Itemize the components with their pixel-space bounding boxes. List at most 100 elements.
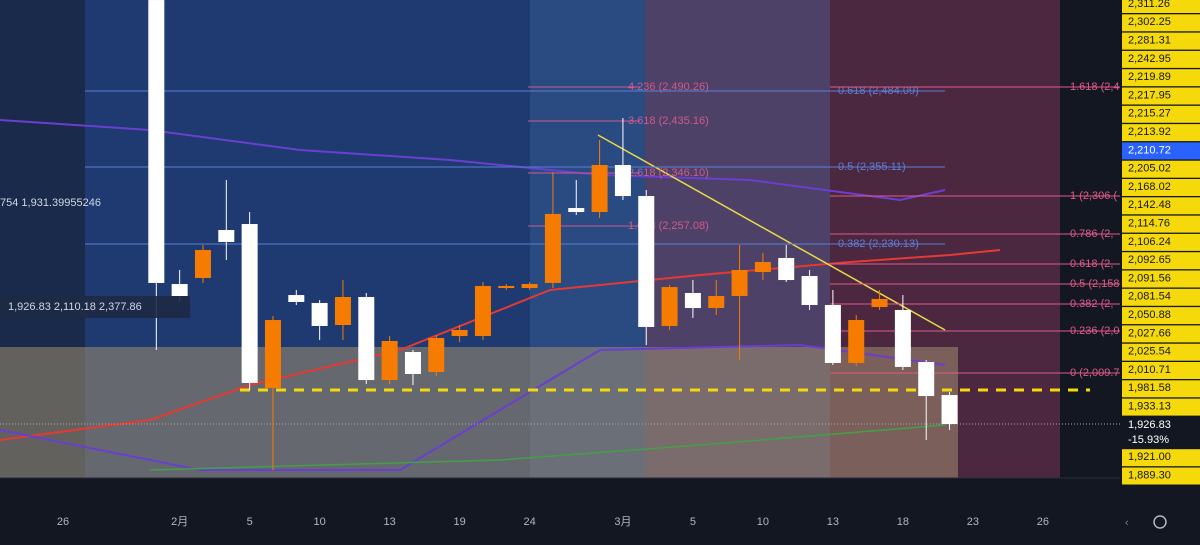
fib-label: 0.5 (2,158 <box>1070 278 1120 290</box>
settings-icon[interactable] <box>1153 515 1167 529</box>
x-tick-label: 23 <box>967 516 979 528</box>
scroll-icon[interactable]: ‹ <box>1125 517 1129 529</box>
candle-body <box>778 257 795 281</box>
price-label: 2,219.89 <box>1128 71 1171 83</box>
fib-label: 1.618 (2,4 <box>1070 81 1120 93</box>
candle-body <box>661 287 678 326</box>
price-label-box <box>1122 233 1200 251</box>
price-label: 2,213.92 <box>1128 126 1171 138</box>
price-label: 2,114.76 <box>1128 218 1170 230</box>
candle-body <box>404 352 421 374</box>
price-label-box <box>1122 343 1200 361</box>
fib-label: 0 (2,009.7 <box>1070 367 1120 379</box>
x-tick-label: 13 <box>827 516 839 528</box>
x-tick-label: 24 <box>523 516 535 528</box>
price-label-box <box>1122 50 1200 68</box>
price-label-box <box>1122 252 1200 270</box>
fib-label: 0.382 (2, <box>1070 298 1113 310</box>
candle-body <box>241 224 258 383</box>
overlay-text: 754 1,931.39955246 <box>0 197 101 209</box>
candle-body <box>288 295 305 302</box>
price-label: 2,142.48 <box>1128 199 1171 211</box>
candle-body <box>871 298 888 308</box>
price-label-box <box>1122 215 1200 233</box>
candle-body <box>498 285 515 289</box>
price-label-box <box>1122 197 1200 215</box>
candle-body <box>591 165 608 213</box>
candle-body <box>474 285 491 337</box>
candle-body <box>218 229 235 242</box>
x-tick-label: 3月 <box>614 516 631 528</box>
fib-label: 0.382 (2,230.13) <box>838 238 919 250</box>
candle-body <box>918 361 935 397</box>
price-label-box <box>1122 179 1200 196</box>
price-label: 2,168.02 <box>1128 181 1171 193</box>
price-label-box <box>1122 467 1200 485</box>
fib-label: 0.618 (2, <box>1070 258 1113 270</box>
price-label-box <box>1122 380 1200 398</box>
candle-body <box>264 320 281 389</box>
candle-body <box>708 296 725 309</box>
candle-body <box>941 395 958 424</box>
price-label-box <box>1122 14 1200 32</box>
price-label-box <box>1122 0 1200 13</box>
price-label-box <box>1122 449 1200 467</box>
price-label: 2,010.71 <box>1128 364 1171 376</box>
price-label-box <box>1122 362 1200 379</box>
candle-body <box>148 0 165 283</box>
price-label-box <box>1122 32 1200 50</box>
price-label: 2,092.65 <box>1128 254 1171 266</box>
candle-body <box>754 261 771 273</box>
price-label-box <box>1122 270 1200 288</box>
price-label-box <box>1122 416 1200 449</box>
candle-body <box>848 320 865 363</box>
price-label: 2,027.66 <box>1128 327 1171 339</box>
fib-label: 0.786 (2, <box>1070 228 1113 240</box>
candle-body <box>334 297 351 326</box>
candle-body <box>824 305 841 363</box>
price-label: 1,921.00 <box>1128 451 1171 463</box>
candle-body <box>684 293 701 309</box>
candle-body <box>171 284 188 297</box>
price-label: 2,106.24 <box>1128 236 1171 248</box>
price-label: 1,889.30 <box>1128 469 1171 481</box>
price-label: 2,091.56 <box>1128 272 1171 284</box>
price-label: 2,217.95 <box>1128 89 1171 101</box>
x-tick-label: 18 <box>897 516 909 528</box>
price-label-box <box>1122 105 1200 123</box>
price-label: 2,025.54 <box>1128 346 1171 358</box>
price-label: 2,281.31 <box>1128 35 1171 47</box>
fib-label: 0.236 (2,0 <box>1070 325 1120 337</box>
price-label-box <box>1122 87 1200 105</box>
fib-label: 1 (2,306.( <box>1070 190 1117 202</box>
fib-label: 2.618 (2,346.10) <box>628 167 709 179</box>
overlay-box <box>0 296 190 318</box>
x-tick-label: 10 <box>314 516 326 528</box>
ma-line <box>0 249 1001 441</box>
price-label-box <box>1122 325 1200 343</box>
candle-body <box>311 302 328 326</box>
candle-body <box>638 196 655 327</box>
fib-label: 3.618 (2,435.16) <box>628 115 709 127</box>
fib-label: 4.236 (2,490.26) <box>628 81 709 93</box>
candle-body <box>428 337 445 373</box>
candle-body <box>381 341 398 381</box>
ma-line <box>149 424 946 471</box>
x-tick-label: 5 <box>247 516 253 528</box>
x-tick-label: 10 <box>757 516 769 528</box>
price-label: 2,215.27 <box>1128 108 1171 120</box>
overlay-text: 1,926.83 2,110.18 2,377.86 <box>8 301 142 313</box>
fib-label: 0.5 (2,355.11) <box>838 161 906 173</box>
x-tick-label: 13 <box>383 516 395 528</box>
price-label-box <box>1122 398 1200 416</box>
candle-body <box>358 297 375 381</box>
x-tick-label: 26 <box>57 516 69 528</box>
fib-label: 0.618 (2,484.09) <box>838 85 919 97</box>
candle-body <box>451 329 468 337</box>
x-tick-label: 5 <box>690 516 696 528</box>
price-label: 2,311.26 <box>1128 0 1170 10</box>
price-label-box <box>1122 288 1200 306</box>
volume-band <box>0 347 958 478</box>
price-label: 1,933.13 <box>1128 401 1171 413</box>
